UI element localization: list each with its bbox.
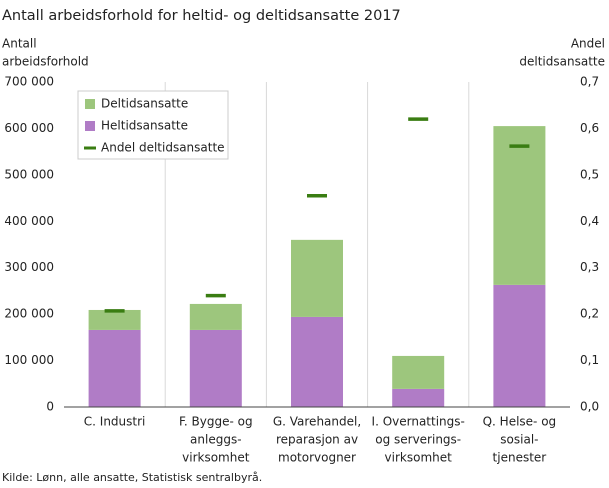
y-tick-label: 300 000 — [4, 260, 54, 274]
y2-tick-label: 0,3 — [580, 260, 599, 274]
x-tick-label: virksomhet — [182, 451, 250, 465]
legend-swatch — [85, 121, 95, 131]
bar-segment — [291, 239, 343, 317]
legend-label: Heltidsansatte — [101, 119, 188, 133]
source: Kilde: Lønn, alle ansatte, Statistisk se… — [2, 471, 262, 484]
y2-tick-label: 0,0 — [580, 400, 599, 414]
bar-segment — [291, 316, 343, 407]
x-tick-label: F. Bygge- og — [179, 415, 253, 429]
x-tick-label: tjenester — [493, 451, 547, 465]
y-tick-label: 400 000 — [4, 214, 54, 228]
bar-segment — [493, 284, 546, 407]
chart-title: Antall arbeidsforhold for heltid- og del… — [2, 8, 401, 24]
y-tick-label: 200 000 — [4, 307, 54, 321]
y2-tick-label: 0,7 — [580, 75, 599, 89]
legend-box — [77, 90, 229, 160]
legend-label: Andel deltidsansatte — [101, 141, 225, 155]
y-tick-label: 500 000 — [4, 167, 54, 181]
x-tick-label: anleggs- — [190, 433, 242, 447]
y2-tick-label: 0,5 — [580, 167, 599, 181]
legend-swatch — [85, 99, 95, 109]
y-axis-label: arbeidsforhold — [2, 55, 89, 69]
y2-tick-label: 0,4 — [580, 214, 599, 228]
x-tick-label: Q. Helse- og — [483, 415, 557, 429]
y-tick-label: 0 — [46, 400, 54, 414]
y2-tick-label: 0,2 — [580, 307, 599, 321]
x-tick-label: og serverings- — [375, 433, 461, 447]
y2-tick-label: 0,6 — [580, 121, 599, 135]
legend-label: Deltidsansatte — [101, 97, 188, 111]
x-tick-label: I. Overnattings- — [372, 415, 465, 429]
x-tick-label: G. Varehandel, — [273, 415, 361, 429]
bar-segment — [493, 126, 546, 285]
y-tick-label: 600 000 — [4, 121, 54, 135]
bar-segment — [392, 388, 445, 407]
y-tick-label: 700 000 — [4, 75, 54, 89]
bar-segment — [189, 329, 242, 407]
y2-axis-label: deltidsansatte — [519, 55, 605, 69]
y-axis-label: Antall — [2, 37, 37, 51]
x-tick-label: virksomhet — [385, 451, 453, 465]
y-tick-label: 100 000 — [4, 353, 54, 367]
bar-segment — [88, 329, 141, 407]
y2-axis-label: Andel — [571, 37, 605, 51]
bar-segment — [392, 355, 445, 389]
bar-segment — [189, 303, 242, 330]
y2-tick-label: 0,1 — [580, 353, 599, 367]
x-tick-label: motorvogner — [278, 451, 356, 465]
x-tick-label: sosial- — [500, 433, 538, 447]
x-tick-label: C. Industri — [84, 415, 146, 429]
x-tick-label: reparasjon av — [276, 433, 358, 447]
bar-segment — [88, 309, 141, 330]
